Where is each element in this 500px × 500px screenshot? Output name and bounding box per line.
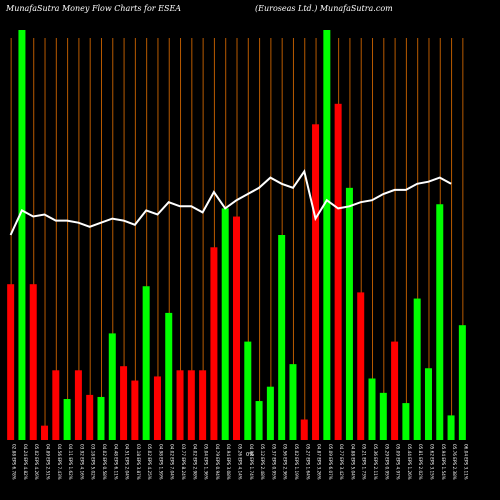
bar xyxy=(233,216,240,440)
bar xyxy=(52,370,60,440)
x-tick-label: 05.76 EPS 2.38% xyxy=(452,444,457,480)
bar xyxy=(391,341,399,440)
x-tick-label: 05.12 EPS 2.48% xyxy=(260,444,265,480)
x-tick-label: 05.44 EPS 1.26% xyxy=(407,444,412,480)
bar xyxy=(402,403,410,440)
bar xyxy=(142,286,150,440)
x-tick-label: 04.24 EPS 4.82% xyxy=(23,444,28,480)
x-tick-label: 03.92 EPS 4.16% xyxy=(79,444,84,480)
bar xyxy=(300,419,308,440)
bar xyxy=(131,380,139,440)
bars xyxy=(7,30,466,441)
bar xyxy=(357,292,365,440)
x-tick-label: 03.18 EPS 3.87% xyxy=(136,444,141,480)
bar xyxy=(278,235,286,440)
x-tick-label: 04.87 EPS 3.26% xyxy=(317,444,322,480)
bar xyxy=(244,341,252,440)
x-tick-label: 04.02 EPS 7.04% xyxy=(170,444,175,480)
x-tick-label: 05.26 EPS 4.14% xyxy=(238,444,243,480)
bar xyxy=(210,247,218,440)
bar xyxy=(199,370,207,440)
x-tick-label: 04.94 EPS 3.08% xyxy=(226,444,231,480)
x-center-label: 0% xyxy=(246,452,254,458)
x-tick-label: 04.48 EPS 6.11% xyxy=(113,444,118,480)
x-tick-label: 03.18 EPS 5.02% xyxy=(91,444,96,480)
x-tick-label: 05.36 EPS 2.11% xyxy=(373,444,378,480)
bar xyxy=(334,103,342,441)
x-tick-label: 05.29 EPS 0.95% xyxy=(384,444,389,480)
x-tick-label: 04.02 EPS 0.58% xyxy=(102,444,107,480)
x-tick-label: 04.79 EPS 0.94% xyxy=(215,444,220,480)
bar xyxy=(424,368,432,440)
bar xyxy=(255,401,263,440)
x-tick-label: 03.77 EPS 8.24% xyxy=(181,444,186,480)
bar xyxy=(368,378,376,440)
bar xyxy=(436,204,444,440)
bar xyxy=(312,124,320,441)
x-tick-label: 04.88 EPS 5.04% xyxy=(350,444,355,480)
bar xyxy=(7,284,15,440)
x-tick-label: 05.94 EPS 1.54% xyxy=(441,444,446,480)
bar xyxy=(108,333,116,440)
chart-title-left: MunafaSutra Money Flow Charts for ESEA xyxy=(6,4,182,13)
bar xyxy=(41,425,49,440)
bar xyxy=(97,396,105,440)
x-tick-label: 04.98 EPS 1.59% xyxy=(158,444,163,480)
bar xyxy=(187,370,195,440)
x-tick-label: 04.56 EPS 7.43% xyxy=(57,444,62,480)
chart-title-right: (Euroseas Ltd.) MunafaSutra.com xyxy=(255,4,393,13)
x-tick-label: 05.09 EPS 4.97% xyxy=(396,444,401,480)
bar xyxy=(63,399,71,440)
bar xyxy=(266,386,274,440)
x-tick-label: 06.04 EPS 3.11% xyxy=(463,444,468,480)
bar xyxy=(18,30,26,440)
x-tick-label: 04.11 EPS 1.62% xyxy=(68,444,73,480)
x-tick-label: 05.27 EPS 1.64% xyxy=(305,444,310,480)
bar xyxy=(221,208,229,440)
bar xyxy=(153,376,161,440)
bar xyxy=(289,364,297,440)
x-tick-label: 05.04 EPS 1.36% xyxy=(204,444,209,480)
bar xyxy=(447,415,455,440)
bar xyxy=(176,370,184,440)
bar xyxy=(323,30,331,440)
bar xyxy=(345,187,353,440)
x-tick-label: 05.02 EPS 4.26% xyxy=(34,444,39,480)
x-tick-label: 02.88 EPS 6.78% xyxy=(12,444,17,480)
x-axis-labels: 02.88 EPS 6.78% 04.24 EPS 4.82% 05.02 EPS … xyxy=(12,444,469,480)
x-tick-label: 05.09 EPS 6.07% xyxy=(328,444,333,480)
x-tick-label: 04.89 EPS 2.51% xyxy=(46,444,51,480)
x-tick-label: 05.81 EPS 2.02% xyxy=(418,444,423,480)
x-tick-label: 05.62 EPS 3.15% xyxy=(429,444,434,480)
x-tick-label: 04.77 EPS 3.42% xyxy=(339,444,344,480)
x-tick-label: 05.37 EPS 0.95% xyxy=(271,444,276,480)
x-tick-label: 05.56 EPS 2.36% xyxy=(283,444,288,480)
bar xyxy=(458,325,466,440)
bar xyxy=(29,284,37,440)
bar xyxy=(413,298,421,440)
x-tick-label: 05.02 EPS 1.19% xyxy=(294,444,299,480)
bar xyxy=(86,394,94,440)
x-tick-label: 04.98 EPS 1.74% xyxy=(249,444,254,480)
trend-line-path xyxy=(9,168,452,236)
bar xyxy=(120,366,128,440)
bar xyxy=(165,312,173,440)
bar xyxy=(74,370,82,440)
trend-line xyxy=(9,168,452,236)
x-tick-label: 05.02 EPS 4.25% xyxy=(147,444,152,480)
x-tick-label: 04.02 EPS 2.98% xyxy=(192,444,197,480)
x-tick-label: 05.21 EPS 1.73% xyxy=(362,444,367,480)
bar xyxy=(379,392,387,440)
x-tick-label: 04.51 EPS 2.04% xyxy=(125,444,130,480)
